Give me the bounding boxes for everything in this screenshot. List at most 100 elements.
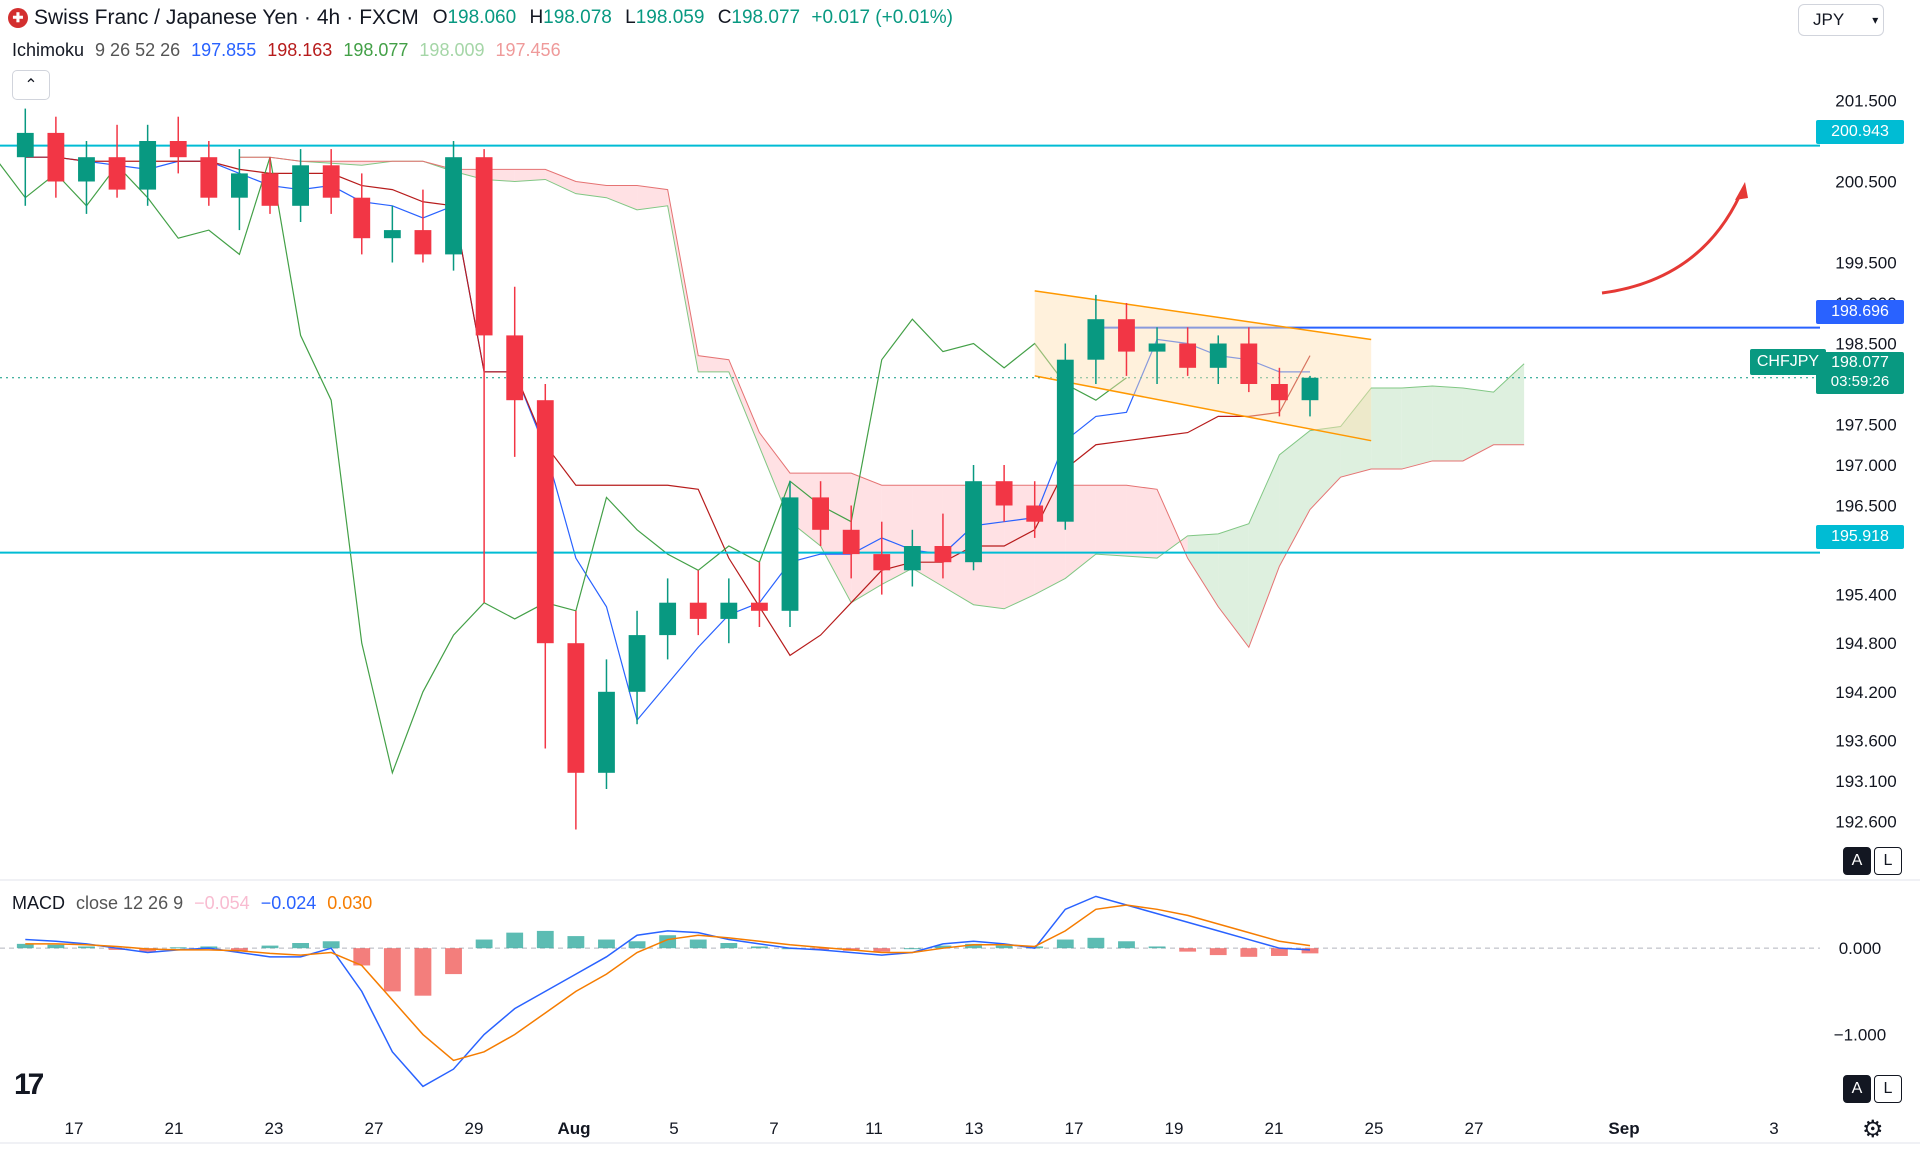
- macd-line: [25, 895, 1311, 1088]
- high-value: 198.078: [543, 7, 612, 28]
- candle-body: [781, 497, 799, 611]
- candle-body: [995, 481, 1013, 506]
- macd-histogram-bar: [812, 948, 829, 950]
- time-tick-label: 7: [769, 1119, 778, 1138]
- time-tick-label: 17: [65, 1119, 84, 1138]
- gear-icon[interactable]: ⚙: [1862, 1116, 1884, 1143]
- macd-histogram-bar: [169, 947, 187, 949]
- separator: ·: [303, 6, 311, 29]
- ichimoku-cloud-segment: [1095, 485, 1127, 557]
- level-label-198696: 198.696: [1816, 300, 1904, 324]
- ichimoku-cloud-segment: [1126, 485, 1158, 559]
- auto-scale-button-macd[interactable]: A: [1843, 1075, 1871, 1103]
- indicator-params: close 12 26 9: [76, 893, 184, 913]
- candle-body: [1271, 384, 1288, 401]
- candle-body: [292, 165, 309, 206]
- ichimoku-cloud-segment: [637, 185, 668, 210]
- candle-body: [383, 230, 401, 239]
- macd-histogram-bar: [903, 948, 921, 950]
- currency-selector[interactable]: JPY ▾: [1798, 4, 1884, 36]
- time-tick-label: 21: [165, 1119, 184, 1138]
- currency-flag-icon: ✚: [8, 8, 28, 28]
- macd-legend[interactable]: MACD close 12 26 9 −0.054 −0.024 0.030: [12, 893, 378, 914]
- macd-histogram-bar: [1240, 948, 1258, 957]
- open-value: 198.060: [447, 7, 517, 28]
- macd-histogram-bar: [383, 948, 401, 992]
- candle-body: [1240, 343, 1258, 384]
- chevron-down-icon: ▾: [1872, 13, 1879, 27]
- macd-histogram-bar: [1056, 939, 1074, 949]
- time-tick-label: 27: [1465, 1119, 1484, 1138]
- timeframe-label[interactable]: 4h: [316, 6, 341, 29]
- macd-histogram-bar: [536, 930, 554, 949]
- indicator-name: MACD: [12, 893, 65, 913]
- candle-body: [873, 554, 891, 571]
- macd-histogram-bar: [108, 948, 126, 950]
- candle-body: [751, 602, 768, 611]
- candle-body: [628, 635, 646, 692]
- macd-histogram-bar: [1148, 946, 1166, 949]
- separator: ·: [346, 6, 354, 29]
- candle-body: [16, 132, 34, 158]
- candle-body: [903, 546, 921, 571]
- channel-lower-line: [1034, 375, 1372, 442]
- candle-body: [1118, 319, 1135, 352]
- macd-histogram-bar: [934, 945, 952, 949]
- ichimoku-cloud-segment: [728, 359, 760, 447]
- candle-body: [567, 643, 585, 773]
- macd-signal-line: [25, 904, 1311, 1062]
- price-tick-label: 192.600: [1835, 812, 1896, 831]
- candle-body: [934, 546, 952, 563]
- candle-body: [1087, 319, 1105, 360]
- macd-histogram-bar: [628, 941, 646, 949]
- ichimoku-cloud-segment: [606, 185, 638, 210]
- ichimoku-cloud-segment: [1432, 386, 1463, 461]
- tradingview-logo: 17: [14, 1068, 44, 1101]
- time-tick-label: 27: [365, 1119, 384, 1138]
- channel-fill: [1034, 290, 1372, 441]
- macd-line-value: −0.024: [260, 893, 317, 913]
- macd-histogram-bar: [1118, 941, 1135, 949]
- time-tick-label: 25: [1365, 1119, 1384, 1138]
- macd-histogram-bar: [47, 944, 65, 949]
- price-tick-label: 197.000: [1835, 456, 1896, 475]
- ichimoku-cloud-segment: [1371, 388, 1402, 470]
- chart-header: ✚ Swiss Franc / Japanese Yen · 4h · FXCM…: [8, 6, 953, 30]
- price-tick-label: 196.500: [1835, 497, 1896, 516]
- chevron-up-icon: ⌃: [24, 77, 38, 94]
- ichimoku-chikou: [0, 157, 1127, 775]
- log-scale-button-macd[interactable]: L: [1874, 1075, 1902, 1103]
- time-tick-label: 23: [265, 1119, 284, 1138]
- macd-histogram-bar: [995, 945, 1013, 949]
- price-tick-label: 200.500: [1835, 173, 1896, 192]
- collapse-legend-button[interactable]: ⌃: [12, 70, 50, 100]
- candle-body: [475, 157, 493, 336]
- auto-scale-button[interactable]: A: [1843, 847, 1871, 875]
- candle-body: [659, 602, 677, 636]
- macd-tick-label: 0.000: [1839, 939, 1882, 958]
- macd-histogram-bar: [414, 948, 432, 996]
- macd-histogram-bar: [1209, 948, 1227, 956]
- macd-histogram-bar: [1087, 937, 1105, 949]
- candle-body: [1301, 377, 1319, 401]
- ichimoku-cloud-segment: [1218, 523, 1249, 648]
- price-tick-label: 195.400: [1835, 586, 1896, 605]
- symbol-title[interactable]: Swiss Franc / Japanese Yen: [34, 6, 298, 29]
- macd-histogram-bar: [139, 948, 157, 952]
- ichimoku-cloud-segment: [1279, 430, 1310, 567]
- ichimoku-cloud-segment: [698, 355, 729, 372]
- macd-histogram-bar: [965, 943, 982, 949]
- ichimoku-legend[interactable]: Ichimoku 9 26 52 26 197.855 198.163 198.…: [12, 40, 567, 61]
- macd-histogram-bar: [598, 939, 615, 949]
- ichimoku-cloud-segment: [1340, 388, 1372, 478]
- time-tick-label: Aug: [557, 1119, 590, 1138]
- price-tick-label: 194.800: [1835, 634, 1896, 653]
- log-scale-button[interactable]: L: [1874, 847, 1902, 875]
- ichimoku-chikou-value: 198.077: [343, 40, 409, 60]
- candle-body: [1026, 505, 1044, 522]
- candle-body: [414, 230, 432, 255]
- price-tick-label: 194.200: [1835, 683, 1896, 702]
- candle-body: [1056, 359, 1074, 522]
- price-tick-label: 201.500: [1835, 92, 1896, 111]
